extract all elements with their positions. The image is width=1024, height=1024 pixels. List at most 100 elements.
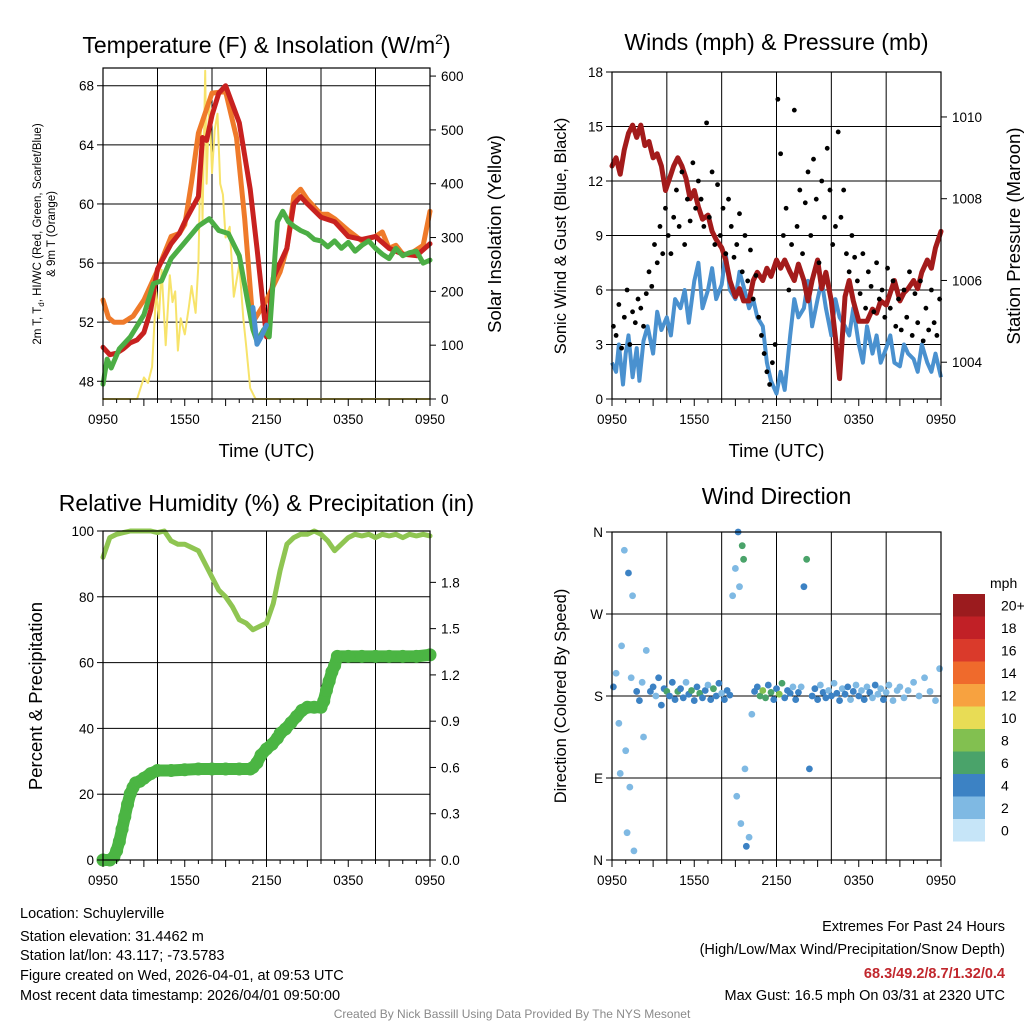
winds-gust-point (649, 283, 655, 289)
winds-gust-point (813, 196, 819, 202)
colorbar-swatch (953, 639, 985, 662)
winds-gust-point (761, 351, 767, 356)
winds-gust-point (918, 278, 923, 284)
colorbar-swatch (953, 819, 985, 842)
rh-precip-point (330, 649, 344, 663)
winds-gust-point (775, 96, 781, 102)
rh-y-tick-label: 60 (79, 656, 94, 671)
wdir-point (668, 678, 676, 686)
winds-gust-point (663, 205, 668, 211)
wdir-point (921, 674, 928, 682)
rh-x-tick-label: 0950 (88, 873, 118, 888)
winds-y-tick-label: 12 (588, 174, 603, 189)
rh-precip-point (232, 762, 246, 776)
winds-gust-point (780, 233, 786, 238)
winds-gust-point (690, 160, 696, 166)
colorbar-label: 2 (1001, 800, 1009, 816)
colorbar-label: 12 (1001, 687, 1017, 703)
wdir-point (726, 691, 734, 699)
winds-gust-point (619, 345, 624, 351)
wdir-point (797, 683, 805, 691)
wdir-point (889, 697, 897, 704)
winds-y-right-tick-label: 1004 (952, 355, 983, 370)
temp-y-tick-label: 68 (79, 79, 94, 94)
winds-gust-point (734, 242, 740, 247)
colorbar-label: 14 (1001, 665, 1017, 681)
wdir-y-tick-label: N (593, 853, 603, 868)
wdir-point (781, 694, 789, 702)
winds-gust-point (783, 205, 789, 211)
credit-line: Created By Nick Bassill Using Data Provi… (333, 1007, 691, 1021)
wdir-point (936, 665, 944, 673)
winds-gust-point (715, 182, 720, 188)
wdir-point (795, 688, 802, 696)
rh-y-right-tick-label: 0.3 (441, 807, 460, 822)
wdir-point (858, 687, 865, 694)
winds-gust-point (797, 187, 803, 193)
winds-gust-point (706, 214, 712, 220)
wdir-point (612, 669, 620, 677)
winds-y-axis-label: Sonic Wind & Gust (Blue, Black) (552, 118, 570, 355)
wdir-point (682, 678, 690, 686)
wdir-point (770, 696, 778, 704)
wdir-y-tick-label: W (590, 607, 603, 622)
wdir-point (816, 681, 824, 689)
rh-y-right-tick-label: 0.9 (441, 714, 460, 729)
wdir-point (626, 783, 634, 791)
winds-gust-point (822, 214, 827, 220)
winds-gust-point (854, 278, 860, 284)
winds-chart-title: Winds (mph) & Pressure (mb) (624, 29, 928, 55)
winds-gust-point (923, 305, 929, 311)
winds-gust-point (794, 224, 800, 229)
winds-gust-point (624, 287, 630, 293)
temp-y-right-tick-label: 200 (441, 284, 464, 299)
wdir-point (620, 546, 628, 554)
winds-gust-point (874, 260, 879, 266)
wdir-point (814, 696, 822, 704)
colorbar-label: 4 (1001, 777, 1009, 793)
rh-precip-point (121, 797, 135, 811)
winds-gust-point (764, 369, 770, 375)
station-latlon: Station lat/lon: 43.117; -73.5783 (20, 948, 225, 964)
winds-gust-point (682, 242, 688, 247)
temp-y-tick-label: 52 (79, 315, 94, 330)
rh-precip-point (341, 649, 355, 663)
rh-x-tick-label: 0950 (415, 873, 445, 888)
wdir-point (841, 690, 849, 698)
rh-precip-point (115, 822, 129, 836)
wdir-point (729, 592, 737, 600)
extremes-values: 68.3/49.2/8.7/1.32/0.4 (863, 966, 1005, 982)
rh-precip-point (118, 810, 132, 824)
wdir-point (636, 697, 643, 704)
wdir-point (880, 696, 887, 704)
wdir-point (871, 681, 879, 689)
temp-y-right-tick-label: 500 (441, 123, 464, 138)
wdir-point (638, 678, 646, 686)
winds-gust-point (802, 200, 808, 206)
rh-y-tick-label: 100 (71, 524, 94, 539)
wdir-point (707, 696, 715, 704)
winds-gust-point (789, 242, 794, 247)
wdir-point (778, 679, 786, 687)
wdir-point (896, 683, 904, 691)
colorbar-swatch (953, 796, 985, 819)
winds-gust-point (838, 214, 844, 220)
wdir-point (623, 829, 631, 837)
winds-gust-point (835, 129, 841, 135)
wdir-point (715, 679, 723, 687)
winds-gust-point (687, 218, 693, 224)
winds-y-right-axis-label: Station Pressure (Maroon) (1003, 128, 1024, 345)
colorbar-swatch (953, 774, 985, 797)
wdir-point (731, 565, 739, 572)
winds-gust-point (824, 145, 830, 151)
rh-y-right-tick-label: 1.5 (441, 622, 460, 637)
wdir-point (762, 694, 769, 702)
winds-gust-point (865, 269, 871, 275)
temp-y-right-tick-label: 0 (441, 392, 449, 407)
wdir-x-tick-label: 0950 (597, 873, 627, 888)
extremes-heading: Extremes For Past 24 Hours (822, 919, 1005, 935)
wdir-point (733, 792, 741, 800)
wdir-point (745, 833, 753, 841)
wdir-point (712, 692, 720, 700)
wdir-chart-title: Wind Direction (702, 483, 852, 509)
